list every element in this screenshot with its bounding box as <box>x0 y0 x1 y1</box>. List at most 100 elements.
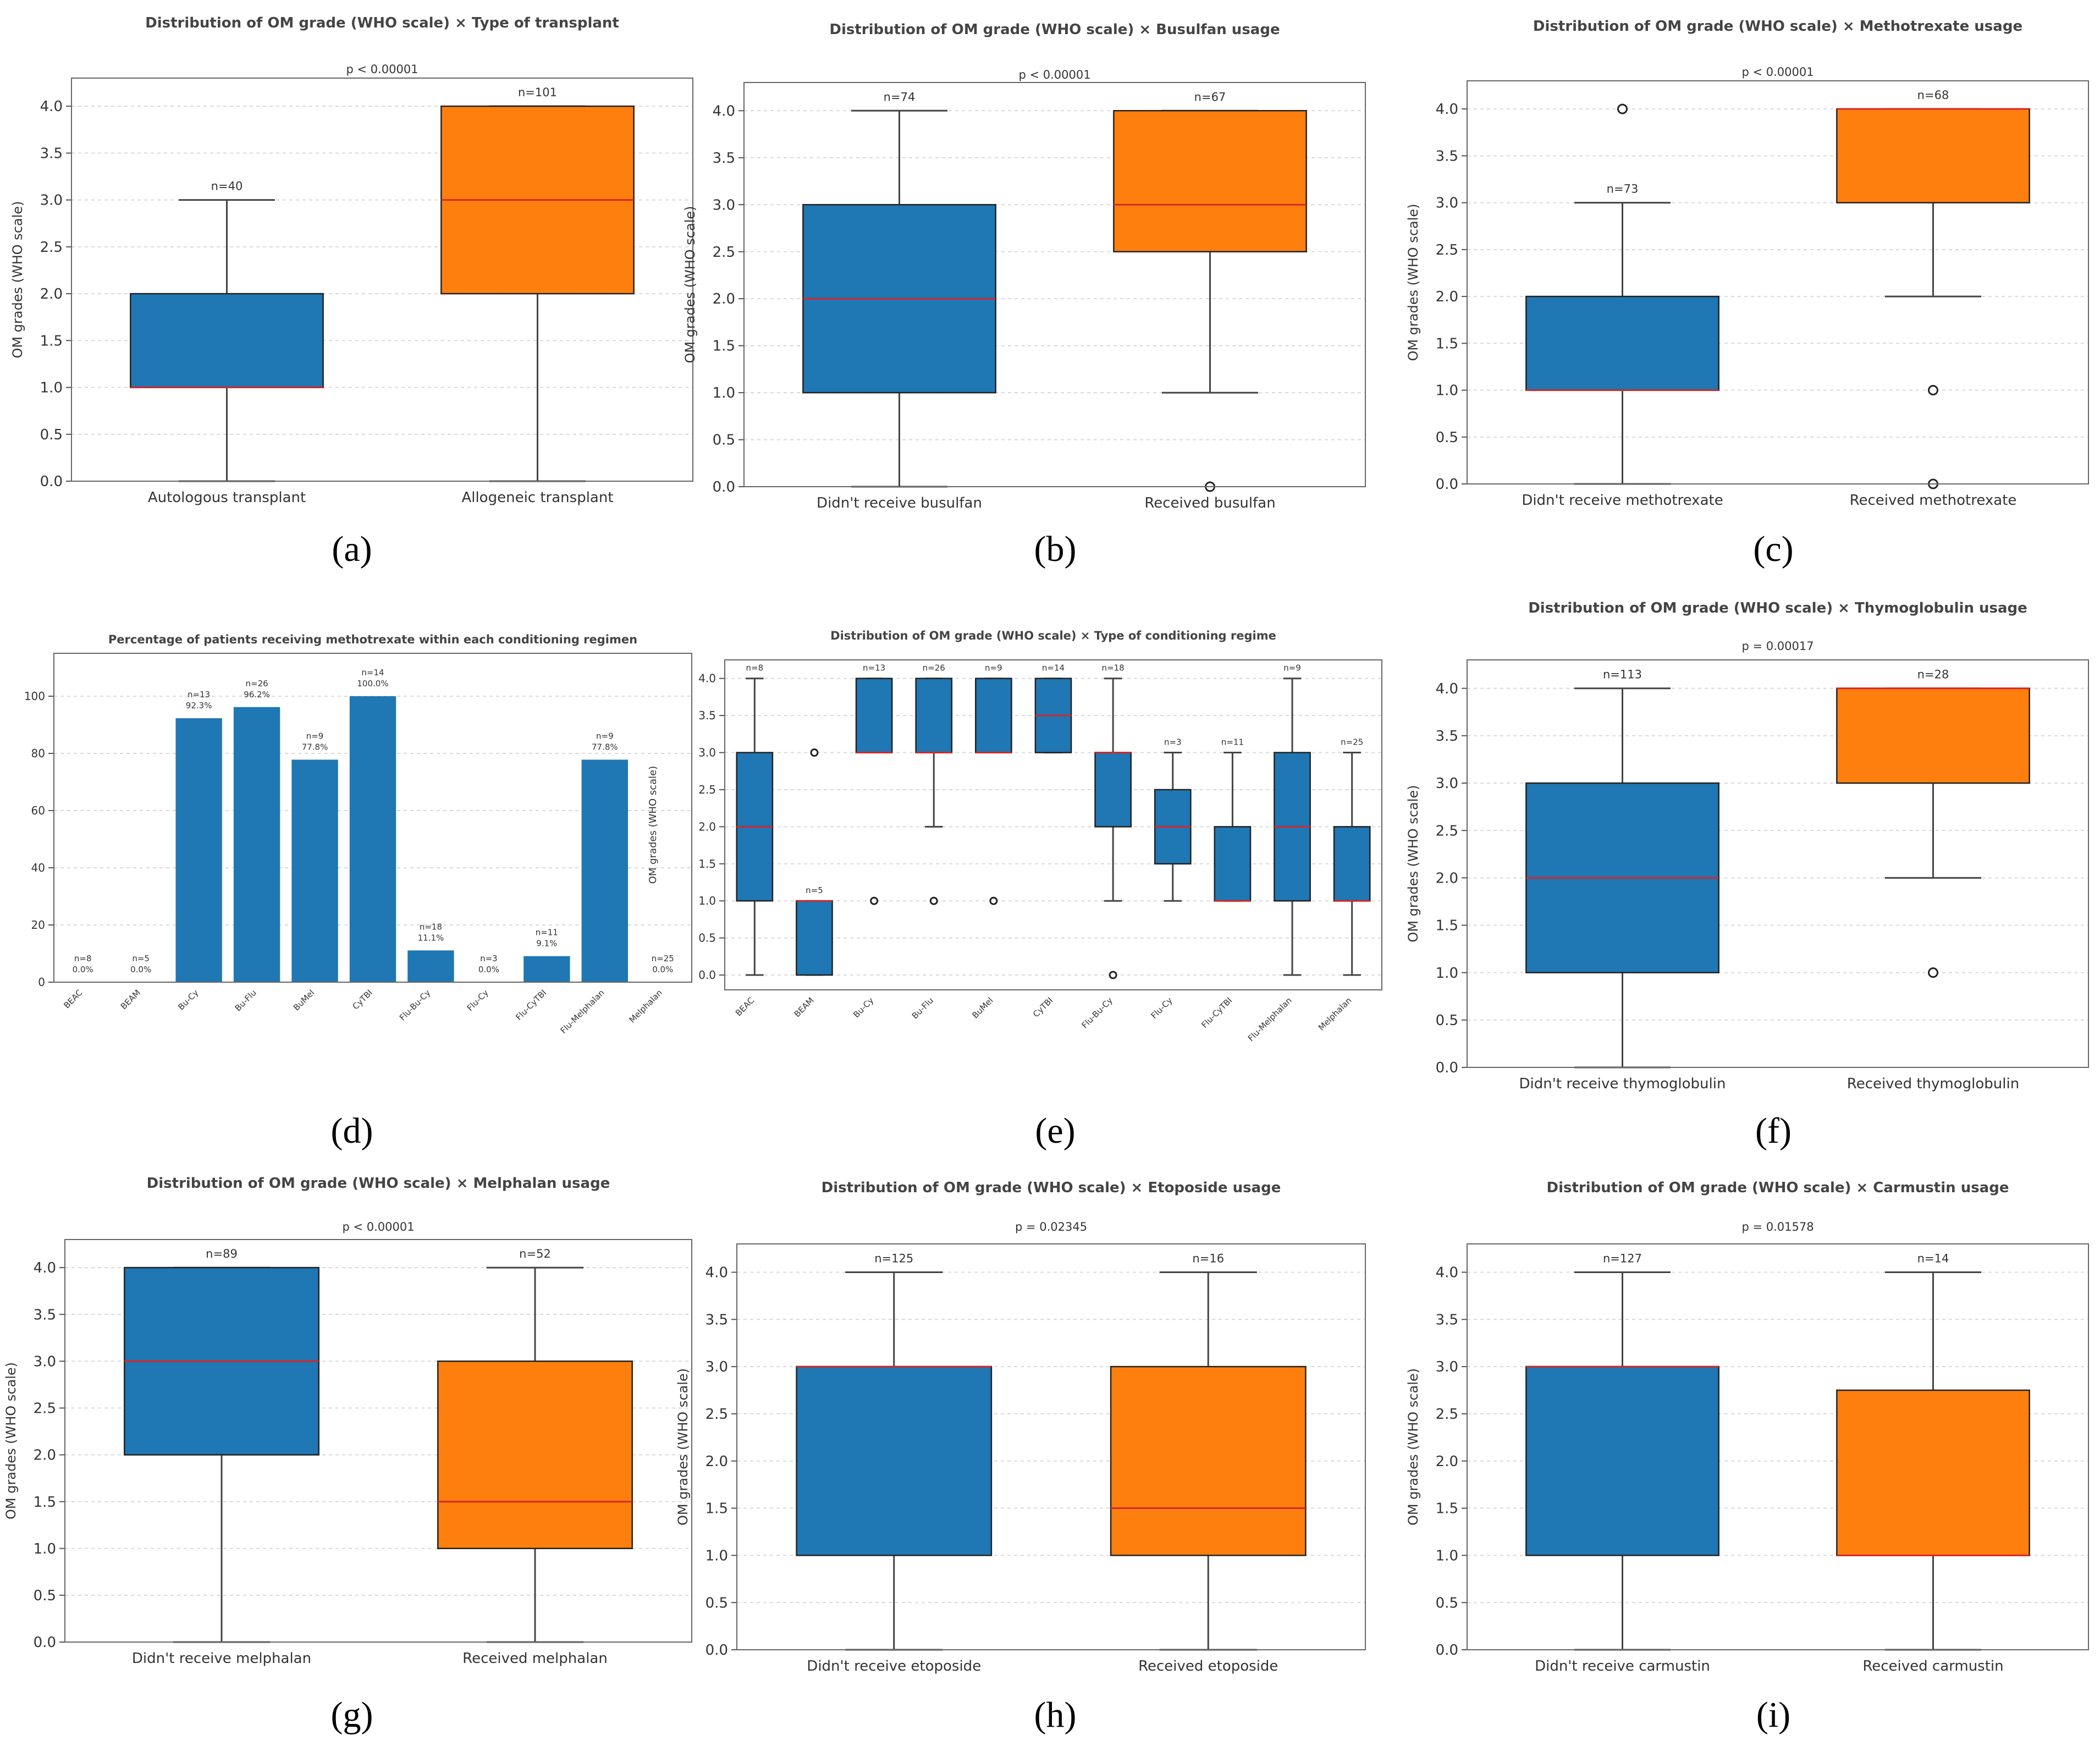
y-tick-label: 2.5 <box>1436 242 1458 258</box>
y-tick-label: 80 <box>31 747 45 760</box>
n-label: n=3 <box>1164 737 1182 747</box>
n-label: n=5 <box>132 954 150 963</box>
x-tick-label: Bu-Cy <box>851 995 875 1020</box>
n-label: n=67 <box>1194 90 1226 103</box>
bar <box>407 950 454 982</box>
y-tick-label: 1.0 <box>40 380 63 396</box>
y-tick-label: 2.5 <box>713 244 735 261</box>
x-tick-label: Received melphalan <box>462 1650 608 1667</box>
y-tick-label: 2.5 <box>1436 823 1458 839</box>
axes-frame <box>736 1243 1366 1650</box>
x-tick-label: Flu-CyTBI <box>514 988 548 1022</box>
y-tick-label: 3.0 <box>713 197 735 213</box>
panel-caption: (f) <box>1755 1111 1792 1151</box>
y-axis-label: OM grades (WHO scale) <box>1405 785 1421 942</box>
x-tick-label: Flu-Bu-Cy <box>1080 995 1115 1031</box>
y-tick-label: 4.0 <box>705 1265 728 1281</box>
y-tick-label: 2.5 <box>40 239 63 256</box>
axes-frame <box>724 659 1382 990</box>
x-tick-label: Autologous transplant <box>148 489 306 506</box>
box-iqr <box>1094 752 1132 828</box>
n-label: n=9 <box>306 731 324 741</box>
bar-value-label: 0.0% <box>478 965 499 974</box>
y-tick-label: 3.0 <box>1436 775 1458 792</box>
x-tick-label: Didn't receive etoposide <box>807 1658 981 1675</box>
y-tick-label: 3.5 <box>713 150 735 167</box>
y-tick-label: 3.0 <box>40 192 63 209</box>
y-tick-label: 60 <box>31 804 45 817</box>
box-iqr <box>1214 826 1252 902</box>
chart-panel-g: 0.0 0.5 1.0 1.5 2.0 2.5 3.0 3.5 4.0 Distribution … <box>3 1175 692 1735</box>
y-tick-label: 0.0 <box>698 968 716 982</box>
y-tick-label: 4.0 <box>698 672 716 685</box>
n-label: n=52 <box>519 1247 551 1260</box>
bar-value-label: 77.8% <box>302 742 328 752</box>
chart-title: Distribution of OM grade (WHO scale) × T… <box>1528 600 2027 616</box>
y-tick-label: 4.0 <box>713 103 735 119</box>
n-label: n=28 <box>1917 668 1949 681</box>
n-label: n=11 <box>536 928 558 938</box>
n-label: n=25 <box>652 954 674 963</box>
n-label: n=5 <box>806 885 823 895</box>
bar <box>523 956 570 982</box>
outlier-point <box>1928 967 1938 978</box>
y-tick-label: 4.0 <box>1436 1265 1458 1281</box>
p-value: p = 0.01578 <box>1741 1220 1814 1233</box>
x-tick-label: Received thymoglobulin <box>1847 1076 2019 1092</box>
outlier-point <box>929 896 938 905</box>
y-tick-label: 0.5 <box>1436 1012 1458 1029</box>
bar <box>581 759 628 982</box>
n-label: n=101 <box>518 86 557 99</box>
y-tick-label: 1.0 <box>34 1541 56 1557</box>
y-axis-label: OM grades (WHO scale) <box>682 206 698 363</box>
bar <box>291 759 338 982</box>
axes-frame <box>1467 659 2089 1068</box>
x-tick-label: Received busulfan <box>1144 495 1275 511</box>
bar <box>175 718 222 982</box>
box-iqr <box>915 678 953 753</box>
box-iqr <box>437 1361 633 1550</box>
chart-panel-b: 0.0 0.5 1.0 1.5 2.0 2.5 3.0 3.5 4.0 Distribution … <box>682 21 1366 569</box>
x-tick-label: Didn't receive melphalan <box>132 1650 311 1667</box>
y-tick-label: 3.5 <box>1436 148 1458 164</box>
x-tick-label: BEAM <box>119 988 142 1011</box>
y-tick-label: 0.5 <box>1436 1595 1458 1611</box>
n-label: n=26 <box>246 679 268 689</box>
box-iqr <box>1525 295 1719 391</box>
n-label: n=9 <box>985 663 1002 673</box>
y-tick-label: 2.5 <box>34 1401 56 1417</box>
n-label: n=9 <box>596 731 614 741</box>
x-tick-label: Flu-Cy <box>465 988 490 1013</box>
y-tick-label: 2.5 <box>1436 1406 1458 1423</box>
box-iqr <box>796 900 833 976</box>
x-tick-label: Flu-CyTBI <box>1199 995 1234 1030</box>
bar-value-label: 0.0% <box>73 965 93 974</box>
panel-caption: (b) <box>1034 529 1077 569</box>
x-tick-label: Received etoposide <box>1138 1658 1278 1675</box>
bar-value-label: 0.0% <box>652 965 673 974</box>
y-tick-label: 0.0 <box>34 1634 56 1651</box>
y-tick-label: 40 <box>31 861 45 874</box>
bar-value-label: 92.3% <box>186 701 212 710</box>
x-tick-label: Flu-Melphalan <box>559 988 607 1036</box>
x-tick-label: Melphalan <box>627 988 664 1025</box>
box-iqr <box>1525 1365 1719 1556</box>
chart-panel-a: 0.0 0.5 1.0 1.5 2.0 2.5 3.0 3.5 4.0 Distribution … <box>10 15 693 569</box>
axes-frame <box>1467 1243 2089 1650</box>
n-label: n=16 <box>1192 1252 1224 1265</box>
n-label: n=8 <box>74 954 92 963</box>
outlier-point <box>1109 971 1117 979</box>
box-iqr <box>1110 1365 1307 1556</box>
n-label: n=18 <box>1102 663 1125 673</box>
y-tick-label: 1.5 <box>1436 1501 1458 1517</box>
outlier-point <box>1617 103 1628 114</box>
chart-panel-h: 0.0 0.5 1.0 1.5 2.0 2.5 3.0 3.5 4.0 Distribution … <box>675 1180 1366 1735</box>
y-tick-label: 0.0 <box>713 479 735 495</box>
n-label: n=68 <box>1917 89 1949 102</box>
y-tick-label: 2.0 <box>698 820 716 833</box>
x-tick-label: Didn't receive busulfan <box>817 495 982 511</box>
x-tick-label: Flu-Bu-Cy <box>398 988 433 1023</box>
n-label: n=14 <box>361 668 384 678</box>
y-tick-label: 1.0 <box>1436 1547 1458 1564</box>
